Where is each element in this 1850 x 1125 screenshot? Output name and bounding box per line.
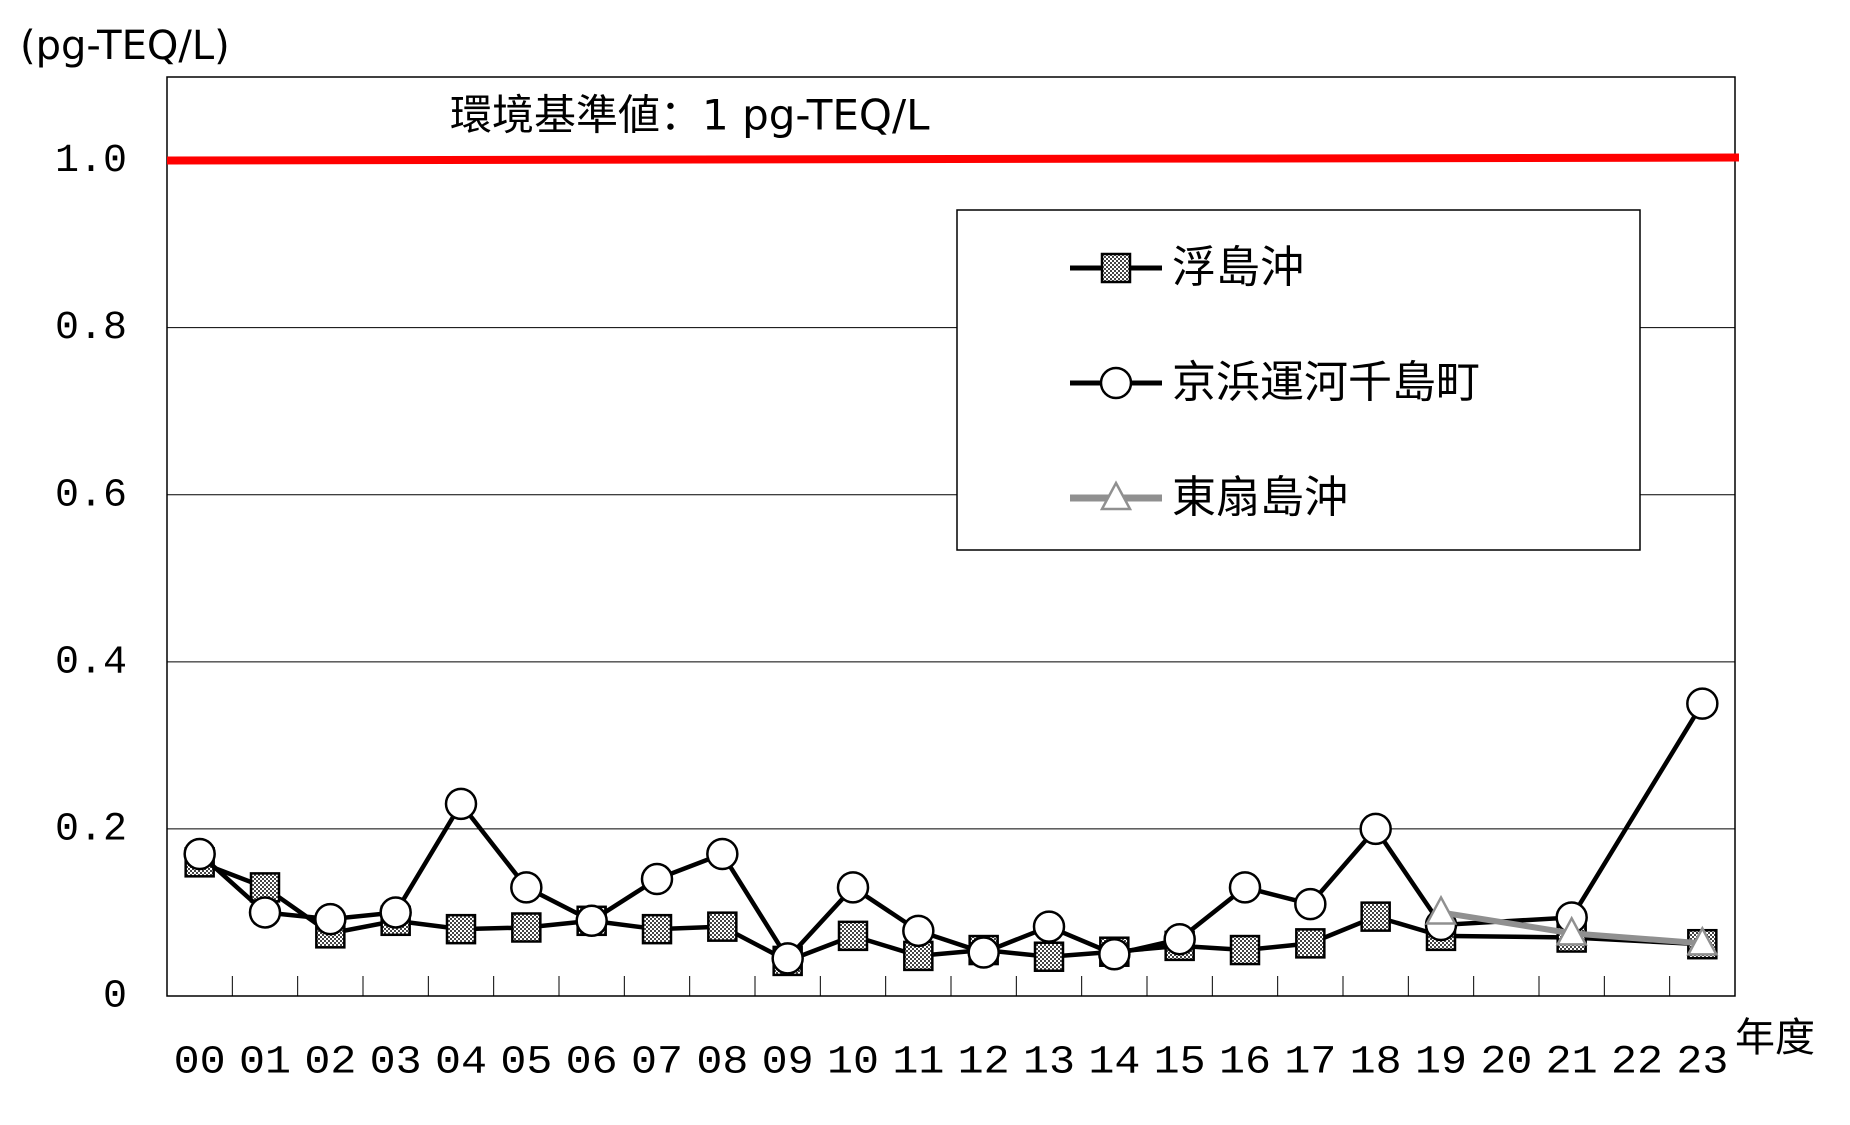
x-tick-label: 06 [566,1041,618,1086]
series-line [198,860,1703,964]
x-tick-label: 05 [500,1041,552,1086]
marker [183,837,216,871]
y-tick-label: 0.8 [55,306,127,351]
x-tick-label: 20 [1480,1041,1532,1086]
y-axis-label: (pg-TEQ/L) [20,23,230,69]
marker [1360,901,1391,932]
x-tick-label: 17 [1284,1041,1336,1086]
y-tick-label: 1.0 [55,139,127,184]
y-tick-label: 0 [103,975,127,1020]
x-tick-label: 19 [1415,1041,1467,1086]
legend-label: 東扇島沖 [1172,472,1348,523]
marker [902,914,935,948]
marker [707,911,738,942]
x-tick-label: 18 [1350,1041,1402,1086]
reference-line [166,153,1740,165]
x-axis-label: 年度 [1735,1015,1815,1061]
x-tick-label: 03 [370,1041,422,1086]
x-tick-label: 21 [1546,1041,1598,1086]
marker [1686,925,1719,956]
marker [967,936,1000,969]
y-tick-label: 0.4 [55,640,127,685]
legend-marker [1100,252,1132,284]
marker [836,871,870,904]
legend-label: 京浜運河千島町 [1172,357,1480,408]
marker [641,913,673,945]
marker [1424,894,1458,925]
x-tick-label: 14 [1088,1041,1140,1086]
marker [1294,887,1327,921]
marker [640,862,674,896]
reference-label: 環境基準値：1 pg-TEQ/L [450,91,930,140]
marker [379,896,412,929]
x-tick-label: 00 [174,1041,226,1086]
x-tick-label: 15 [1154,1041,1206,1086]
x-tick-label: 09 [762,1041,814,1086]
legend-marker [1099,366,1133,400]
marker [1033,941,1065,972]
x-tick-label: 02 [304,1041,356,1086]
series-line [198,702,1705,963]
x-tick-label: 01 [239,1041,291,1086]
x-tick-label: 10 [827,1041,879,1086]
legend-marker [1099,480,1133,511]
x-tick-label: 12 [958,1041,1010,1086]
x-tick-label: 04 [435,1041,487,1086]
marker [1228,871,1262,904]
x-tick-label: 16 [1219,1041,1271,1086]
legend-label: 浮島沖 [1172,242,1304,293]
y-tick-label: 0.2 [55,807,127,852]
x-tick-label: 08 [696,1041,748,1086]
x-tick-label: 22 [1611,1041,1663,1086]
marker [706,837,739,871]
marker [1229,934,1261,966]
marker [1686,687,1719,720]
y-tick-label: 0.6 [55,473,127,518]
marker [314,902,347,936]
marker [771,942,804,975]
marker [575,904,608,938]
marker [1098,937,1131,971]
marker [445,913,477,945]
marker [1295,928,1326,959]
x-tick-label: 07 [631,1041,683,1086]
marker [1359,812,1392,846]
x-tick-label: 23 [1676,1041,1728,1086]
marker [1032,910,1066,943]
x-tick-label: 11 [892,1041,944,1086]
marker [248,896,282,929]
marker [510,871,543,904]
marker [444,787,478,821]
x-tick-label: 13 [1023,1041,1075,1086]
marker [837,920,869,952]
marker [1555,915,1588,946]
marker [1163,922,1196,956]
marker [511,912,542,943]
